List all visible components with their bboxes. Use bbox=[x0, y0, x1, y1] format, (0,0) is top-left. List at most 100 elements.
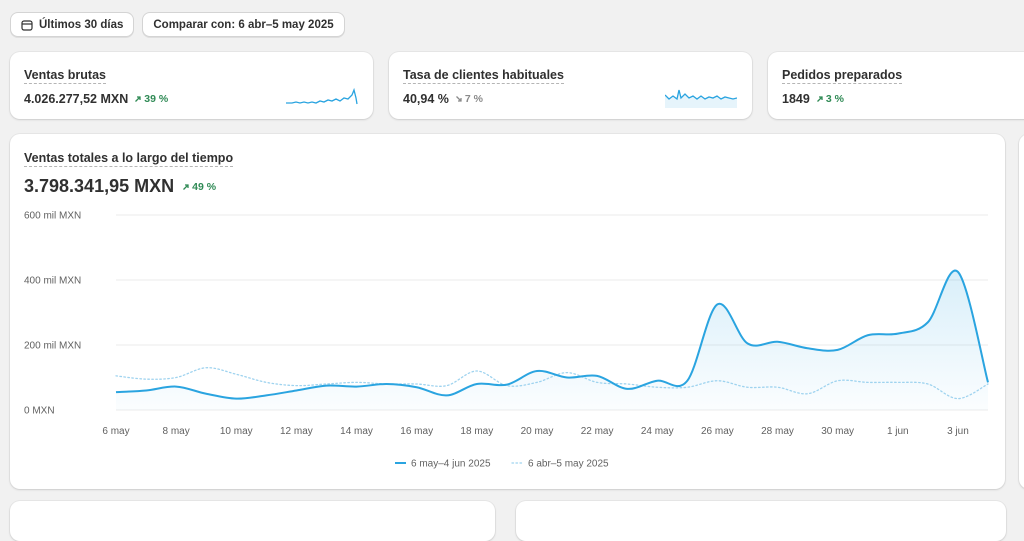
kpi-value: 4.026.277,52 MXN bbox=[24, 92, 129, 106]
comparison-point bbox=[594, 379, 600, 385]
primary-point bbox=[835, 347, 841, 353]
y-tick-label: 400 mil MXN bbox=[24, 276, 81, 287]
comparison-point bbox=[414, 381, 420, 387]
primary-point bbox=[895, 331, 901, 337]
kpi-card-gross-sales[interactable]: Ventas brutas 4.026.277,52 MXN 39 % bbox=[10, 52, 373, 119]
arrow-up-right-icon bbox=[135, 96, 141, 102]
kpi-card-returning-customers[interactable]: Tasa de clientes habituales 40,94 % 7 % bbox=[389, 52, 752, 119]
comparison-point bbox=[354, 379, 360, 385]
chart-total-value: 3.798.341,95 MXN bbox=[24, 176, 175, 196]
x-tick-label: 14 may bbox=[340, 426, 373, 437]
y-tick-label: 0 MXN bbox=[24, 406, 55, 417]
chart-title[interactable]: Ventas totales a lo largo del tiempo bbox=[24, 151, 234, 167]
comparison-point bbox=[955, 396, 961, 402]
comparison-point bbox=[744, 384, 750, 390]
delta-value: 39 % bbox=[144, 93, 169, 105]
x-tick-label: 10 may bbox=[220, 426, 253, 437]
comparison-point bbox=[504, 383, 510, 389]
comparison-series-line bbox=[115, 367, 989, 400]
comparison-point bbox=[173, 375, 179, 381]
primary-point bbox=[714, 301, 720, 307]
delta-value: 49 % bbox=[192, 180, 217, 193]
x-tick-label: 3 jun bbox=[947, 426, 969, 437]
primary-point bbox=[684, 378, 690, 384]
primary-point bbox=[865, 332, 871, 338]
y-tick-label: 200 mil MXN bbox=[24, 341, 81, 352]
partial-card-right-edge bbox=[1019, 134, 1024, 489]
primary-point bbox=[534, 368, 540, 374]
comparison-point bbox=[444, 383, 450, 389]
delta-badge: 39 % bbox=[134, 93, 168, 105]
kpi-title[interactable]: Tasa de clientes habituales bbox=[403, 68, 564, 84]
legend-label-primary: 6 may–4 jun 2025 bbox=[411, 459, 491, 470]
arrow-up-right-icon bbox=[183, 183, 189, 190]
date-range-button[interactable]: Últimos 30 días bbox=[10, 12, 135, 37]
comparison-point bbox=[714, 378, 720, 384]
x-tick-label: 12 may bbox=[280, 426, 313, 437]
x-tick-label: 22 may bbox=[581, 426, 614, 437]
comparison-point bbox=[534, 379, 540, 385]
sparkline bbox=[286, 87, 358, 105]
comparison-point bbox=[113, 373, 119, 379]
comparison-point bbox=[203, 365, 209, 371]
delta-value: 7 % bbox=[464, 93, 483, 105]
comparison-point bbox=[293, 383, 299, 389]
primary-point bbox=[143, 388, 149, 394]
date-range-label: Últimos 30 días bbox=[39, 18, 124, 31]
primary-point bbox=[263, 392, 269, 398]
comparison-point bbox=[895, 379, 901, 385]
primary-point bbox=[955, 269, 961, 275]
sales-over-time-card: Ventas totales a lo largo del tiempo 3.7… bbox=[10, 134, 1005, 489]
kpi-card-orders-fulfilled[interactable]: Pedidos preparados 1849 3 % bbox=[768, 52, 1024, 119]
x-tick-label: 18 may bbox=[460, 426, 493, 437]
primary-point bbox=[654, 378, 660, 384]
primary-point bbox=[474, 381, 480, 387]
delta-badge: 49 % bbox=[182, 181, 216, 193]
x-tick-label: 8 may bbox=[163, 426, 190, 437]
x-tick-label: 24 may bbox=[641, 426, 674, 437]
comparison-point bbox=[263, 379, 269, 385]
sparkline bbox=[665, 89, 737, 108]
primary-point bbox=[233, 396, 239, 402]
comparison-point bbox=[684, 384, 690, 390]
comparison-point bbox=[925, 381, 931, 387]
primary-point bbox=[444, 392, 450, 398]
kpi-value: 1849 bbox=[782, 92, 810, 106]
comparison-point bbox=[835, 378, 841, 384]
comparison-point bbox=[775, 384, 781, 390]
compare-label: Comparar con: 6 abr–5 may 2025 bbox=[153, 18, 334, 31]
partial-card-bottom-right bbox=[516, 501, 1006, 541]
primary-point bbox=[173, 384, 179, 390]
comparison-point bbox=[233, 371, 239, 377]
x-tick-label: 6 may bbox=[102, 426, 129, 437]
comparison-point bbox=[323, 381, 329, 387]
comparison-point bbox=[564, 370, 570, 376]
compare-button[interactable]: Comparar con: 6 abr–5 may 2025 bbox=[142, 12, 345, 37]
primary-series-area bbox=[116, 270, 988, 410]
arrow-down-right-icon bbox=[455, 96, 462, 102]
comparison-point bbox=[805, 391, 811, 397]
x-tick-label: 30 may bbox=[821, 426, 854, 437]
calendar-icon bbox=[21, 19, 33, 31]
sales-line-chart[interactable]: 0 MXN 200 mil MXN 400 mil MXN 600 mil MXN 6 … bbox=[10, 134, 1005, 489]
x-tick-label: 28 may bbox=[761, 426, 794, 437]
partial-card-bottom-left bbox=[10, 501, 495, 541]
primary-point bbox=[805, 345, 811, 351]
kpi-title[interactable]: Pedidos preparados bbox=[782, 68, 903, 84]
primary-point bbox=[594, 373, 600, 379]
x-tick-label: 20 may bbox=[521, 426, 554, 437]
comparison-point bbox=[384, 381, 390, 387]
delta-value: 3 % bbox=[825, 93, 844, 105]
primary-point bbox=[925, 319, 931, 325]
comparison-point bbox=[654, 384, 660, 390]
comparison-point bbox=[865, 379, 871, 385]
x-tick-label: 1 jun bbox=[887, 426, 909, 437]
arrow-up-right-icon bbox=[816, 96, 823, 102]
kpi-title[interactable]: Ventas brutas bbox=[24, 68, 106, 84]
comparison-point bbox=[624, 381, 630, 387]
legend-label-comparison: 6 abr–5 may 2025 bbox=[528, 459, 609, 470]
primary-series-line bbox=[115, 269, 989, 400]
y-tick-label: 600 mil MXN bbox=[24, 211, 81, 222]
x-tick-label: 26 may bbox=[701, 426, 734, 437]
primary-point bbox=[113, 389, 119, 395]
